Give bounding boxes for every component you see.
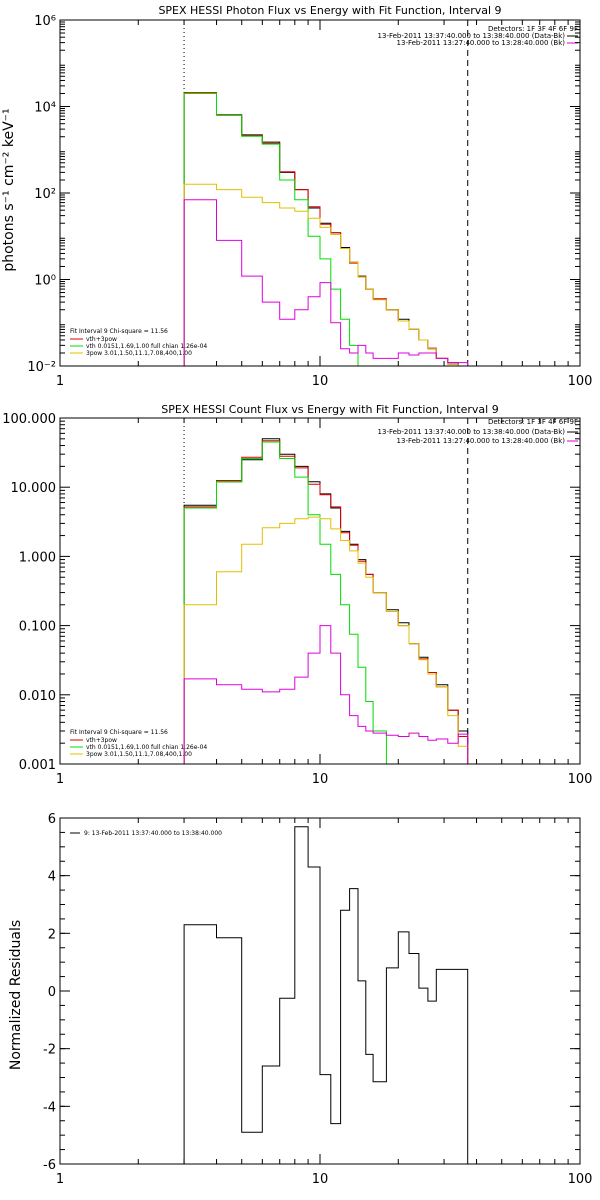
y-tick-label: 10⁴ [34,101,56,116]
x-tick-label: 10 [312,1172,329,1187]
background-interval-text: 13-Feb-2011 13:27:40.000 to 13:28:40.000… [397,39,566,47]
fit-legend-header: Fit Interval 9 Chi-square = 11.56 [70,328,168,335]
fit-legend-entry-3: 3pow 3.01,1.50,11.1,7.08,400,1.00 [86,350,192,357]
detectors-text-2: Detectors: 1F 3F 4F 6F 9F [488,418,578,426]
data-interval-text-2: 13-Feb-2011 13:37:40.000 to 13:38:40.000… [378,428,566,436]
count-flux-panel: SPEX HESSI Count Flux vs Energy with Fit… [2,403,593,787]
fit-legend-entry-2-2: vth 0.0151,1.69,1.00 full chian 1.26e-04 [86,744,207,751]
series-1-line [183,440,469,764]
x-tick-label: 10 [312,772,329,787]
x-tick-label: 100 [568,1172,593,1187]
y-tick-label: 0 [48,985,56,1000]
series-2-line [183,93,359,366]
x-tick-label: 100 [568,374,593,389]
y-tick-label: 0.001 [19,758,56,773]
fit-legend-entry-2: vth 0.0151,1.69,1.00 full chian 1.26e-04 [86,343,207,350]
x-tick-label: 1 [56,374,64,389]
y-tick-label: 10⁶ [34,14,56,29]
y-tick-label: 2 [48,927,56,942]
detectors-text: Detectors: 1F 3F 4F 6F 9F [488,25,578,33]
series-3-line [183,516,469,764]
fit-legend-entry-1-2: vth+3pow [86,737,117,744]
plot-frame [59,417,581,765]
y-tick-label: -4 [43,1100,56,1115]
series-4-line [183,199,469,366]
y-tick-label: 4 [48,870,56,885]
series-2-line [183,441,399,764]
x-tick-label: 100 [568,772,593,787]
series-0-line [183,438,469,764]
y-tick-label: -2 [43,1043,56,1058]
y-tick-label: -6 [43,1158,56,1173]
x-tick-label: 1 [56,1172,64,1187]
series-1-line [183,92,469,366]
fit-legend-header-2: Fit Interval 9 Chi-square = 11.56 [70,729,168,736]
y-tick-label: 10.000 [11,481,57,496]
y-tick-label: 10² [34,187,56,202]
fit-legend-entry-3-2: 3pow 3.01,1.50,11.1,7.08,400,1.00 [86,751,192,758]
residuals-legend-entry: 9: 13-Feb-2011 13:37:40.000 to 13:38:40.… [84,830,222,837]
y-tick-label: 0.100 [19,620,56,635]
series-4-line [183,625,469,764]
plot-frame [59,817,581,1165]
fit-legend-entry-1: vth+3pow [86,336,117,343]
y-tick-label: 10⁰ [34,274,56,289]
y-tick-label: 100.000 [2,412,56,427]
photon-flux-panel: SPEX HESSI Photon Flux vs Energy with Fi… [1,4,593,389]
series-3-line [183,183,459,366]
residuals-panel: Normalized Residuals 9: 13-Feb-2011 13:3… [8,812,592,1187]
y-tick-label: 6 [48,812,56,827]
x-tick-label: 1 [56,772,64,787]
count-flux-title: SPEX HESSI Count Flux vs Energy with Fit… [161,403,498,416]
photon-flux-title: SPEX HESSI Photon Flux vs Energy with Fi… [158,4,501,17]
x-tick-label: 10 [312,374,329,389]
plot-frame [59,19,581,367]
background-interval-text-2: 13-Feb-2011 13:27:40.000 to 13:28:40.000… [397,437,566,445]
residuals-ylabel: Normalized Residuals [8,920,24,1070]
series-0-line [183,93,469,366]
data-interval-text: 13-Feb-2011 13:37:40.000 to 13:38:40.000… [378,32,566,40]
y-tick-label: 10⁻² [27,360,56,375]
y-tick-label: 1.000 [19,550,56,565]
series-0-line [183,826,469,1164]
y-tick-label: 0.010 [19,689,56,704]
photon-flux-ylabel: photons s⁻¹ cm⁻² keV⁻¹ [1,108,17,271]
